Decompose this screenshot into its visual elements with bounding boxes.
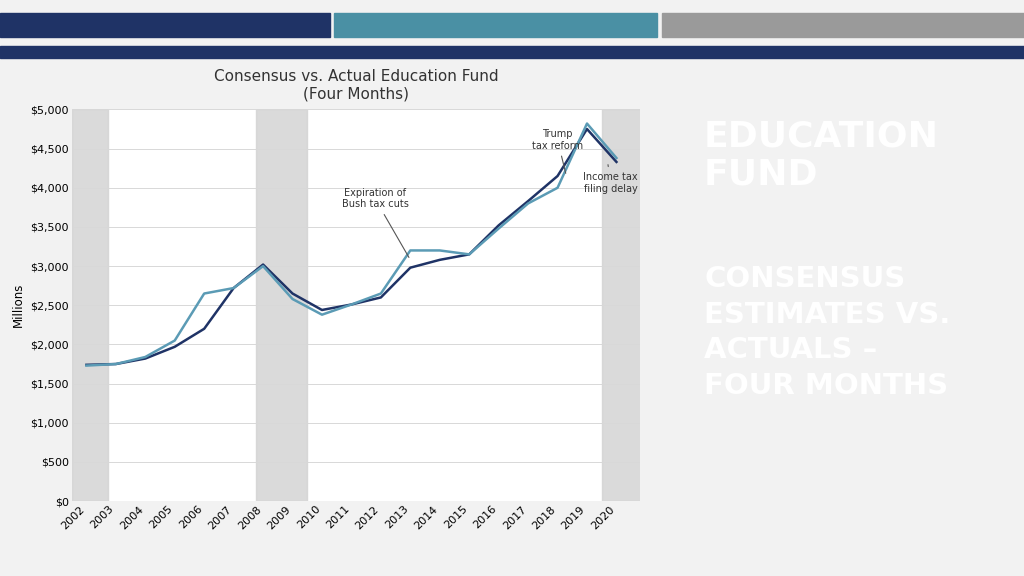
- Bar: [662, 13, 1024, 37]
- Text: Income tax
filing delay: Income tax filing delay: [584, 165, 638, 194]
- Text: Trump
tax reform: Trump tax reform: [532, 129, 583, 173]
- Bar: [602, 109, 646, 501]
- Bar: [72, 109, 109, 501]
- Bar: [256, 109, 307, 501]
- Bar: [0, 13, 330, 37]
- Text: EDUCATION
FUND: EDUCATION FUND: [705, 120, 939, 192]
- Text: CONSENSUS
ESTIMATES VS.
ACTUALS –
FOUR MONTHS: CONSENSUS ESTIMATES VS. ACTUALS – FOUR M…: [705, 265, 950, 400]
- Y-axis label: Millions: Millions: [11, 283, 25, 328]
- Text: Expiration of
Bush tax cuts: Expiration of Bush tax cuts: [342, 188, 409, 257]
- Bar: [0, 46, 1024, 58]
- Bar: [334, 13, 657, 37]
- Title: Consensus vs. Actual Education Fund
(Four Months): Consensus vs. Actual Education Fund (Fou…: [214, 69, 498, 101]
